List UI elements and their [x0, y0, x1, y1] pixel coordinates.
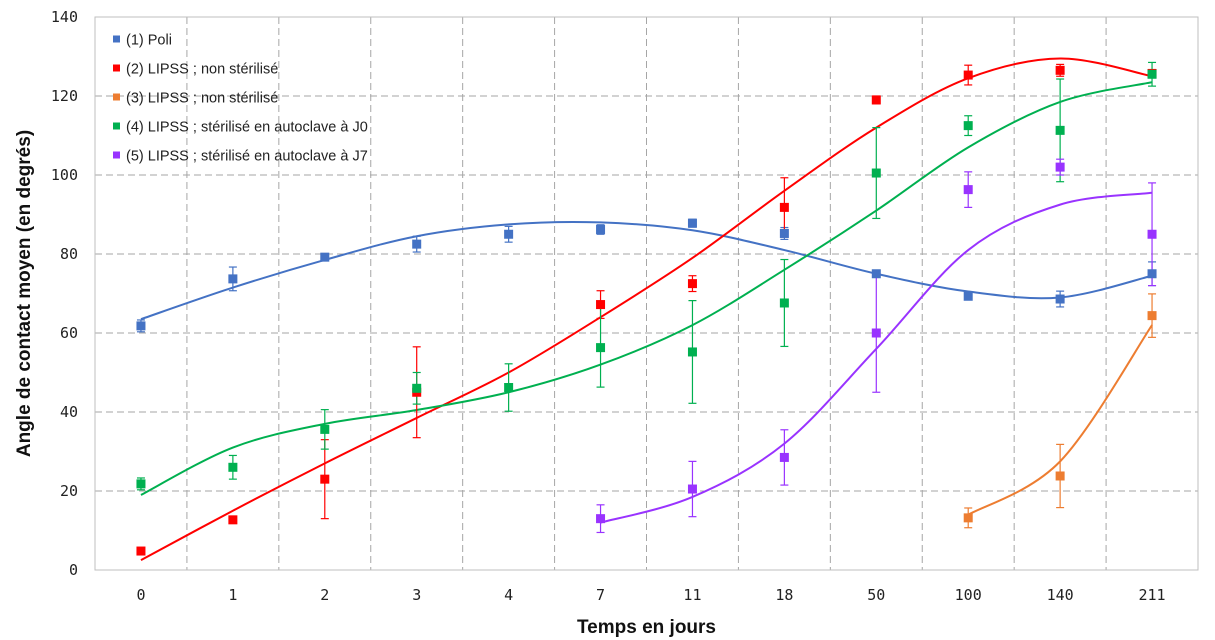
x-tick-label: 2 — [320, 586, 329, 604]
plot-area — [94, 16, 1199, 571]
data-point-series-1 — [1055, 294, 1065, 304]
legend-label: (2) LIPSS ; non stérilisé — [126, 62, 278, 78]
data-point-series-1 — [228, 274, 238, 284]
data-point-series-2 — [1055, 65, 1065, 75]
data-point-series-3 — [963, 513, 973, 523]
data-point-series-2 — [963, 70, 973, 80]
legend-label: (5) LIPSS ; stérilisé en autoclave à J7 — [126, 149, 368, 165]
legend-label: (1) Poli — [126, 33, 172, 49]
x-tick-label: 100 — [955, 586, 982, 604]
x-tick-label: 3 — [412, 586, 421, 604]
legend-item: (3) LIPSS ; non stérilisé — [113, 91, 278, 107]
x-tick-label: 4 — [504, 586, 513, 604]
data-point-series-5 — [1147, 229, 1157, 239]
x-axis-ticks: 0 1 2 3 4 7 11 18 50 100 140 211 — [136, 586, 1165, 604]
data-point-series-2 — [779, 202, 789, 212]
data-point-series-5 — [779, 452, 789, 462]
data-point-series-4 — [412, 383, 422, 393]
data-point-series-1 — [1147, 269, 1157, 279]
data-point-series-2 — [687, 279, 697, 289]
x-tick-label: 50 — [867, 586, 885, 604]
data-point-series-1 — [504, 229, 514, 239]
data-point-series-2 — [228, 515, 238, 525]
data-point-series-3 — [1055, 471, 1065, 481]
data-point-series-1 — [412, 239, 422, 249]
y-tick-label: 80 — [60, 245, 78, 263]
data-point-series-1 — [136, 321, 146, 331]
data-point-series-4 — [871, 168, 881, 178]
data-point-series-5 — [963, 185, 973, 195]
x-tick-label: 0 — [136, 586, 145, 604]
legend-item: (5) LIPSS ; stérilisé en autoclave à J7 — [113, 149, 368, 165]
x-tick-label: 1 — [228, 586, 237, 604]
grid — [95, 17, 1198, 570]
legend-item: (1) Poli — [113, 33, 172, 49]
data-point-series-1 — [320, 252, 330, 262]
legend-marker — [113, 93, 120, 101]
x-axis-title: Temps en jours — [577, 617, 716, 638]
data-point-series-4 — [596, 343, 606, 353]
y-tick-label: 60 — [60, 324, 78, 342]
y-axis-ticks: 0 20 40 60 80 100 120 140 — [51, 8, 78, 579]
data-point-series-4 — [504, 383, 514, 393]
legend-marker — [113, 151, 120, 159]
legend-marker — [113, 35, 120, 43]
data-markers — [136, 65, 1157, 556]
data-point-series-1 — [871, 269, 881, 279]
data-point-series-4 — [963, 121, 973, 131]
trendline-series-1 — [140, 220, 1153, 321]
legend-label: (4) LIPSS ; stérilisé en autoclave à J0 — [126, 120, 368, 136]
data-point-series-5 — [687, 484, 697, 494]
y-axis-title: Angle de contact moyen (en degrés) — [14, 130, 35, 457]
x-tick-label: 140 — [1047, 586, 1074, 604]
legend-item: (2) LIPSS ; non stérilisé — [113, 62, 278, 78]
data-point-series-2 — [136, 546, 146, 556]
x-tick-label: 7 — [596, 586, 605, 604]
data-point-series-4 — [136, 479, 146, 489]
x-tick-label: 211 — [1138, 586, 1165, 604]
x-tick-label: 18 — [775, 586, 793, 604]
y-tick-label: 20 — [60, 482, 78, 500]
data-point-series-4 — [1147, 69, 1157, 79]
data-point-series-2 — [596, 300, 606, 310]
y-tick-label: 140 — [51, 8, 78, 26]
data-point-series-4 — [320, 424, 330, 434]
data-point-series-5 — [1055, 162, 1065, 172]
data-point-series-5 — [596, 514, 606, 524]
y-tick-label: 40 — [60, 403, 78, 421]
data-point-series-1 — [687, 218, 697, 228]
y-tick-label: 120 — [51, 87, 78, 105]
y-tick-label: 0 — [69, 561, 78, 579]
data-point-series-1 — [963, 291, 973, 301]
x-tick-label: 11 — [683, 586, 701, 604]
data-point-series-1 — [779, 228, 789, 238]
data-point-series-1 — [596, 225, 606, 235]
data-point-series-2 — [320, 474, 330, 484]
legend: (1) Poli (2) LIPSS ; non stérilisé (3) LIP… — [113, 33, 368, 165]
legend-label: (3) LIPSS ; non stérilisé — [126, 91, 278, 107]
data-point-series-4 — [687, 347, 697, 357]
legend-marker — [113, 122, 120, 130]
data-point-series-5 — [871, 328, 881, 338]
legend-marker — [113, 64, 120, 72]
data-point-series-2 — [871, 95, 881, 105]
data-point-series-4 — [1055, 125, 1065, 135]
data-point-series-3 — [1147, 311, 1157, 321]
legend-item: (4) LIPSS ; stérilisé en autoclave à J0 — [113, 120, 368, 136]
y-tick-label: 100 — [51, 166, 78, 184]
data-point-series-4 — [779, 298, 789, 308]
data-point-series-4 — [228, 462, 238, 472]
trendline-series-4 — [140, 81, 1153, 496]
